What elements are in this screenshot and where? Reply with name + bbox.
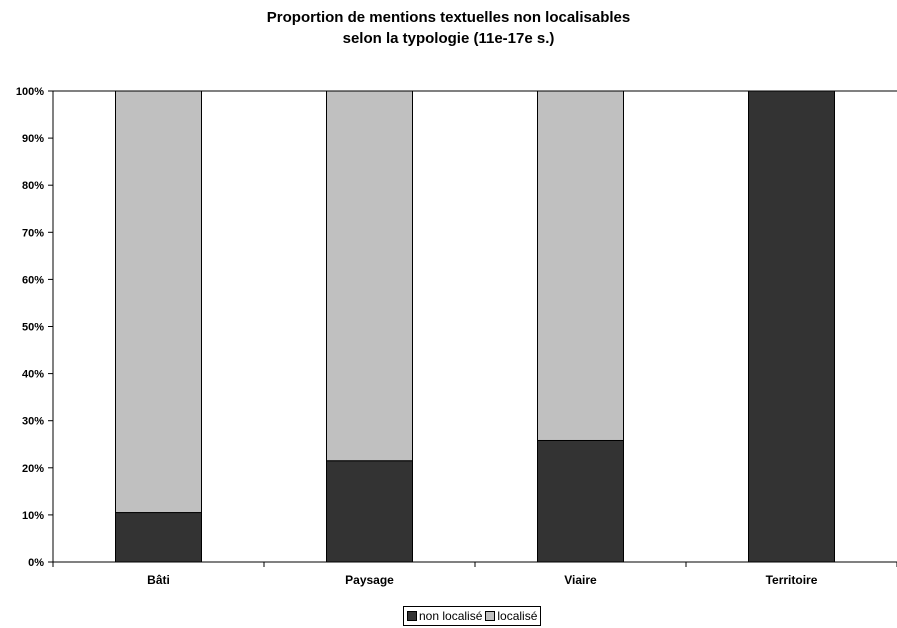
bar-localise	[537, 90, 624, 441]
bar-non-localise	[537, 439, 624, 563]
chart-title: Proportion de mentions textuelles non lo…	[266, 9, 631, 26]
bar-non-localise	[115, 512, 202, 563]
bar-non-localise	[748, 90, 835, 563]
y-tick-label: 50%	[22, 322, 44, 334]
y-tick-label: 40%	[22, 369, 44, 381]
y-tick-label: 30%	[22, 416, 44, 428]
y-tick-label: 80%	[22, 180, 44, 192]
y-tick-label: 0%	[28, 557, 44, 569]
bar-localise	[326, 90, 413, 462]
legend-item-non-localise: non localisé	[407, 609, 482, 623]
y-tick-label: 90%	[22, 133, 44, 145]
y-tick-label: 10%	[22, 510, 44, 522]
x-tick-label: Paysage	[345, 573, 394, 587]
bar-non-localise	[326, 460, 413, 563]
y-tick-label: 60%	[22, 274, 44, 286]
x-tick-label: Viaire	[564, 573, 597, 587]
y-tick-label: 70%	[22, 227, 44, 239]
x-tick-label: Bâti	[147, 573, 170, 587]
y-tick-label: 100%	[16, 86, 44, 98]
legend-label-non-localise: non localisé	[419, 609, 483, 623]
bar-localise	[115, 90, 202, 514]
legend-swatch-localise	[485, 611, 496, 621]
legend-label-localise: localisé	[497, 609, 538, 623]
y-tick-label: 20%	[22, 463, 44, 475]
chart-subtitle: selon la typologie (11e-17e s.)	[342, 30, 555, 47]
legend-swatch-non-localise	[407, 611, 417, 621]
x-tick-label: Territoire	[766, 573, 818, 587]
legend: non localisé localisé	[403, 606, 542, 626]
legend-item-localise: localisé	[485, 609, 537, 623]
